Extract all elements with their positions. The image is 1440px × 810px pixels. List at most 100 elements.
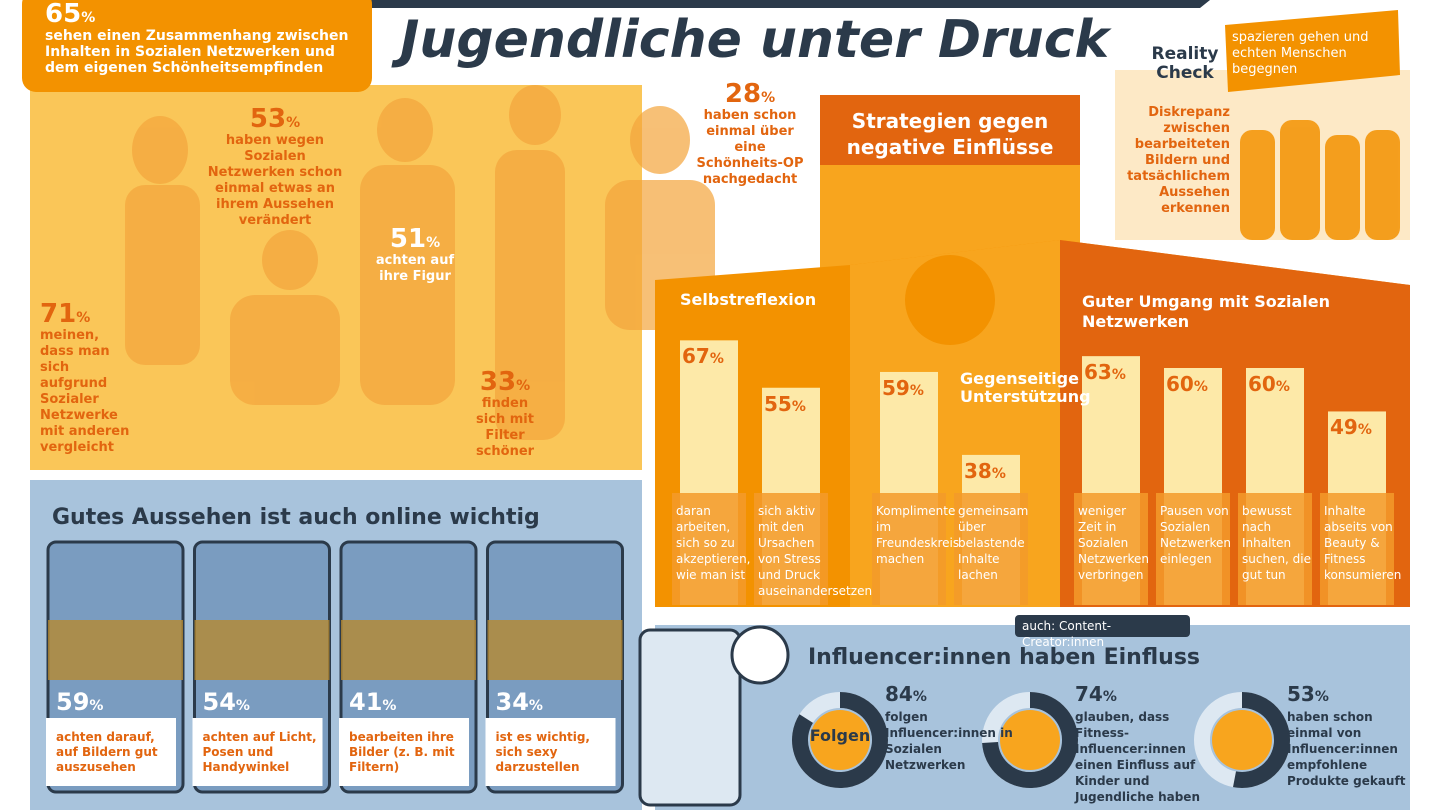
strategies-title: Strategien gegen negative Einflüsse <box>846 109 1054 159</box>
bar-label: 60% <box>1248 372 1308 399</box>
bar-text-bg <box>672 493 746 605</box>
bar-text-bg <box>954 493 1028 605</box>
influencer-tag-bg <box>1015 615 1190 637</box>
speaker-icon <box>730 625 790 685</box>
stat-value: 28% <box>695 80 805 112</box>
bar-label: 38% <box>964 459 1024 486</box>
top-bar <box>250 0 1210 8</box>
donut-unit: % <box>1314 689 1329 705</box>
stat-text: meinen, dass man sich aufgrund Sozialer … <box>40 328 130 455</box>
bar-number: 63 <box>1084 360 1112 385</box>
reality-tag: spazieren gehen und echten Menschen bege… <box>1232 30 1369 77</box>
bar-text: Komplimente im Freundeskreis machen <box>876 504 960 566</box>
card-value: 34% <box>496 688 616 720</box>
stat-value: 51% <box>375 225 455 257</box>
stat-unit: % <box>516 378 531 394</box>
stat-unit: % <box>761 90 776 106</box>
bar-unit: % <box>709 351 724 368</box>
bar-text-bg <box>754 493 828 605</box>
bar-unit: % <box>991 465 1006 482</box>
card-text: achten auf Licht, Posen und Handywinkel <box>202 730 317 774</box>
stat-unit: % <box>426 235 441 251</box>
phone <box>638 628 742 807</box>
card-band <box>487 620 623 680</box>
group-title: Selbstreflexion <box>680 290 817 309</box>
card-unit: % <box>382 698 397 714</box>
bar-unit: % <box>1357 422 1372 439</box>
card-number: 59 <box>56 688 90 716</box>
bar-number: 49 <box>1330 415 1358 440</box>
donut-unit: % <box>912 689 927 705</box>
donut-arc <box>792 692 888 788</box>
card-text: bearbeiten ihre Bilder (z. B. mit Filter… <box>349 730 455 774</box>
stat-text: sehen einen Zusammenhang zwischen Inhalt… <box>45 28 349 76</box>
bar-text-bg <box>1156 493 1230 605</box>
stat-value: 33% <box>475 368 535 400</box>
bar-label: 67% <box>682 344 742 371</box>
card-text: ist es wichtig, sich sexy darzustellen <box>495 730 590 774</box>
group-title: Gegenseitige Unterstützung <box>960 369 1091 406</box>
stat-text: haben schon einmal über eine Schönheits-… <box>696 108 804 187</box>
stat-number: 71 <box>40 299 77 329</box>
stat-number: 33 <box>479 367 517 397</box>
donut-icon <box>1212 710 1272 770</box>
stat-value: 53% <box>205 105 345 137</box>
icon-label: Folgen <box>809 726 871 745</box>
donut-number: 74 <box>1075 682 1103 706</box>
donut-text: glauben, dass Fitness-Influencer:innen e… <box>1075 710 1200 804</box>
bar-unit: % <box>791 398 806 415</box>
donut-number: 84 <box>885 682 913 706</box>
online-title: Gutes Aussehen ist auch online wichtig <box>52 505 540 530</box>
card-value: 41% <box>349 688 469 720</box>
card-value: 59% <box>56 688 176 720</box>
stat-number: 65 <box>45 0 82 29</box>
card-unit: % <box>528 698 543 714</box>
donut-icon <box>810 710 870 770</box>
bar-label: 49% <box>1330 415 1390 442</box>
stat-unit: % <box>76 310 91 326</box>
card-textbox <box>46 718 176 786</box>
influencer-tag: auch: Content-Creator:innen <box>1022 619 1112 649</box>
stat-text: achten auf ihre Figur <box>375 253 455 284</box>
bar-text: bewusst nach Inhalten suchen, die gut tu… <box>1242 504 1312 582</box>
bar-unit: % <box>1111 367 1126 384</box>
stat-text: haben wegen Sozialen Netzwerken schon ei… <box>207 133 343 228</box>
donut-icon <box>1000 710 1060 770</box>
stat-number: 51 <box>389 224 427 254</box>
card-number: 54 <box>202 688 236 716</box>
bar-number: 38 <box>964 458 992 483</box>
reality-text: Diskrepanz zwischen bearbeiteten Bildern… <box>1127 105 1230 216</box>
stat-unit: % <box>81 10 96 26</box>
bar-number: 67 <box>682 344 710 369</box>
card-band <box>194 620 330 680</box>
bar-text: Pausen von Sozialen Netzwerken einlegen <box>1160 504 1232 566</box>
donut-value: 53% <box>1287 682 1417 709</box>
bar-text: sich aktiv mit den Ursachen von Stress u… <box>758 504 873 598</box>
people-silhouettes <box>1240 120 1400 240</box>
stat-value: 71% <box>40 300 130 332</box>
bar-label: 63% <box>1084 360 1144 387</box>
strategy-title-bg <box>820 95 1080 165</box>
donut-arc <box>1233 692 1290 788</box>
bar-text: weniger Zeit in Sozialen Netzwerken verb… <box>1078 504 1150 582</box>
donut-value: 84% <box>885 682 1015 709</box>
bar-text: Inhalte abseits von Beauty & Fitness kon… <box>1324 504 1402 582</box>
card-value: 54% <box>203 688 323 720</box>
donut-unit: % <box>1102 689 1117 705</box>
stat-unit: % <box>286 115 301 131</box>
card-textbox <box>192 718 323 786</box>
bar-text: daran arbeiten, sich so zu akzeptieren, … <box>676 504 751 582</box>
bar-text-bg <box>1320 493 1394 605</box>
title: Jugendliche unter Druck <box>400 10 1110 70</box>
reality-tag-bg <box>1225 10 1400 92</box>
bar-unit: % <box>1193 379 1208 395</box>
card-band <box>48 620 183 680</box>
card-number: 34 <box>495 688 529 716</box>
bar-text-bg <box>872 493 946 605</box>
bar-number: 60 <box>1248 372 1276 396</box>
stat-number: 53 <box>249 104 287 134</box>
group-title: Guter Umgang mit Sozialen Netzwerken <box>1082 292 1331 331</box>
donut-text: haben schon einmal von Influencer:innen … <box>1287 710 1406 788</box>
